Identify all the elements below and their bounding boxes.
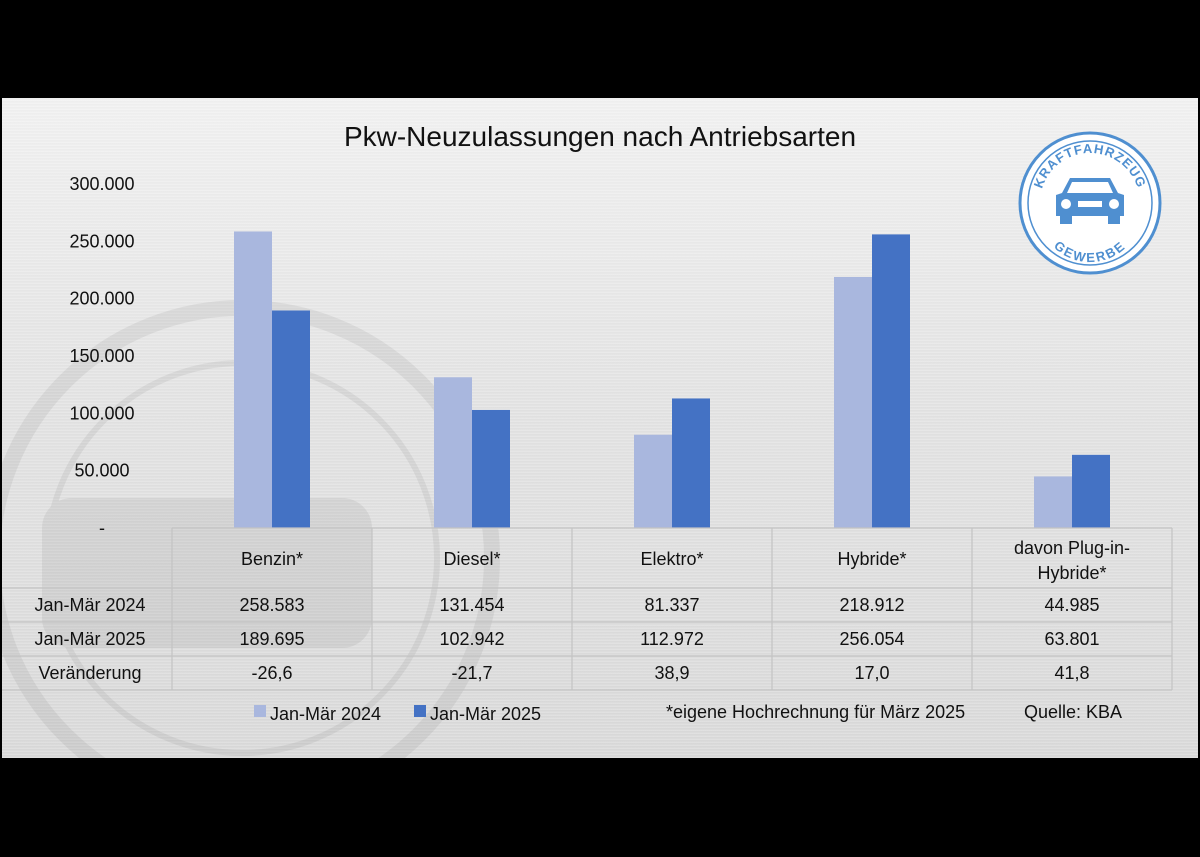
chart-panel: Pkw-Neuzulassungen nach Antriebsarten KR…: [2, 98, 1198, 758]
category-label: Elektro*: [640, 549, 703, 569]
table-cell: 63.801: [1044, 629, 1099, 649]
bar-2025: [472, 409, 510, 528]
bars: [234, 231, 1110, 528]
source-label: Quelle: KBA: [1024, 702, 1122, 722]
bar-chart: Pkw-Neuzulassungen nach Antriebsarten KR…: [2, 121, 1173, 758]
bar-2024: [234, 231, 272, 528]
table-cell: 256.054: [839, 629, 904, 649]
table-cell: 102.942: [439, 629, 504, 649]
table-row-label: Veränderung: [38, 663, 141, 683]
category-label: Benzin*: [241, 549, 303, 569]
legend-label: Jan-Mär 2024: [270, 704, 381, 724]
category-label: Hybride*: [837, 549, 906, 569]
bar-2024: [434, 377, 472, 528]
table-cell: 81.337: [644, 595, 699, 615]
legend-swatch: [254, 705, 266, 717]
y-tick-label: -: [99, 518, 105, 538]
bar-2025: [272, 310, 310, 528]
table-cell: 218.912: [839, 595, 904, 615]
chart-title: Pkw-Neuzulassungen nach Antriebsarten: [344, 121, 856, 152]
kraftfahrzeug-gewerbe-logo: KRAFTFAHRZEUG GEWERBE: [1018, 131, 1162, 275]
y-tick-label: 300.000: [69, 174, 134, 194]
bar-2025: [1072, 454, 1110, 528]
category-label: davon Plug-in-: [1014, 538, 1130, 558]
bar-2024: [1034, 476, 1072, 528]
table-cell: 38,9: [654, 663, 689, 683]
bar-2024: [834, 276, 872, 528]
y-tick-label: 250.000: [69, 231, 134, 251]
legend: Jan-Mär 2024 Jan-Mär 2025: [254, 704, 541, 724]
table-cell: -26,6: [251, 663, 292, 683]
table-cell: 189.695: [239, 629, 304, 649]
y-tick-label: 200.000: [69, 289, 134, 309]
category-label: Diesel*: [443, 549, 500, 569]
category-label: Hybride*: [1037, 563, 1106, 583]
bar-2025: [672, 398, 710, 528]
data-table: Benzin* Diesel* Elektro* Hybride* davon Plug…: [2, 527, 1173, 691]
table-row-label: Jan-Mär 2025: [34, 629, 145, 649]
table-cell: 41,8: [1054, 663, 1089, 683]
table-row-label: Jan-Mär 2024: [34, 595, 145, 615]
brushed-metal-background: [2, 98, 1198, 758]
bar-2025: [872, 234, 910, 528]
y-tick-label: 50.000: [74, 461, 129, 481]
y-tick-label: 100.000: [69, 403, 134, 423]
bar-2024: [634, 434, 672, 528]
table-cell: 258.583: [239, 595, 304, 615]
table-cell: 17,0: [854, 663, 889, 683]
table-cell: 44.985: [1044, 595, 1099, 615]
footnote: *eigene Hochrechnung für März 2025: [666, 702, 965, 722]
y-tick-label: 150.000: [69, 346, 134, 366]
y-axis: 300.000 250.000 200.000 150.000 100.000 50.00…: [69, 174, 134, 538]
table-cell: -21,7: [451, 663, 492, 683]
table-cell: 131.454: [439, 595, 504, 615]
legend-label: Jan-Mär 2025: [430, 704, 541, 724]
car-icon: [1056, 178, 1124, 224]
table-cell: 112.972: [640, 629, 704, 649]
legend-swatch: [414, 705, 426, 717]
